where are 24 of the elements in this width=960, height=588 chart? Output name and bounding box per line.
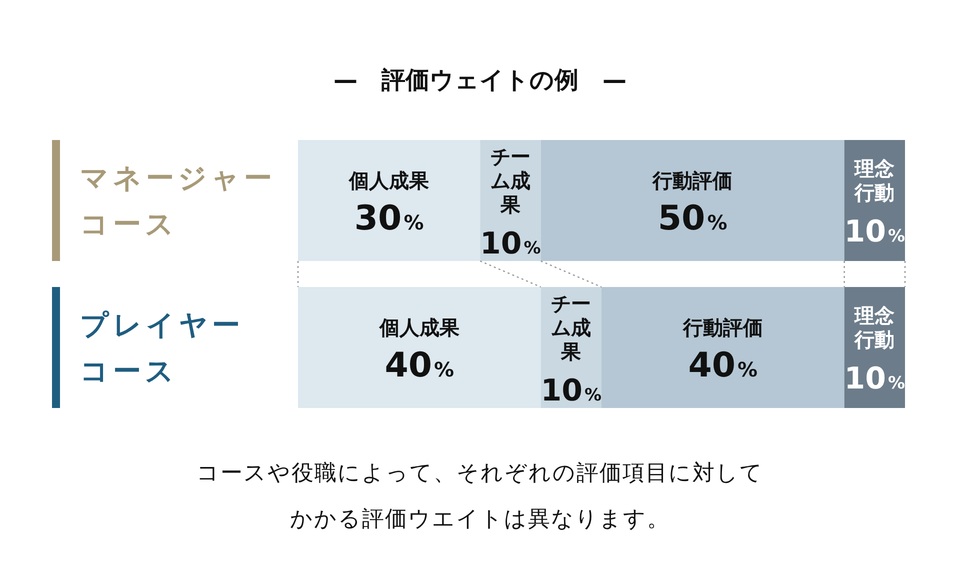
segment: チーム成果 10% <box>480 140 541 262</box>
segment: 行動評価 50% <box>540 140 844 261</box>
y-tick-label: マネージャーコース <box>80 162 276 240</box>
segment: 行動評価 40% <box>602 287 844 408</box>
data-label: 10% <box>844 362 906 396</box>
data-label: 50% <box>658 198 728 238</box>
data-label: 40% <box>688 346 758 386</box>
segment: 個人成果 30% <box>298 140 480 261</box>
data-label: 30% <box>354 198 424 238</box>
text: コースや役職によって、それぞれの評価項目に対してかかる評価ウエイトは異なります。 <box>196 461 764 532</box>
segment: チーム成果 10% <box>540 287 602 408</box>
segment: 理念行動 10% <box>844 287 906 408</box>
data-label: 10% <box>844 214 906 250</box>
segment: 個人成果 40% <box>298 287 541 408</box>
data-label: 10% <box>480 226 541 262</box>
data-label: 10% <box>540 374 602 408</box>
y-tick-label: プレイヤーコース <box>80 308 244 388</box>
chart-title: — 評価ウェイトの例 — <box>334 66 626 94</box>
data-label: 40% <box>384 346 454 386</box>
series-label: 理念行動 <box>854 156 895 204</box>
series-label: 行動評価 <box>652 168 733 192</box>
segment: 理念行動 10% <box>844 140 906 261</box>
series-label: 個人成果 <box>348 168 430 192</box>
series-label: チーム成果 <box>490 144 530 216</box>
